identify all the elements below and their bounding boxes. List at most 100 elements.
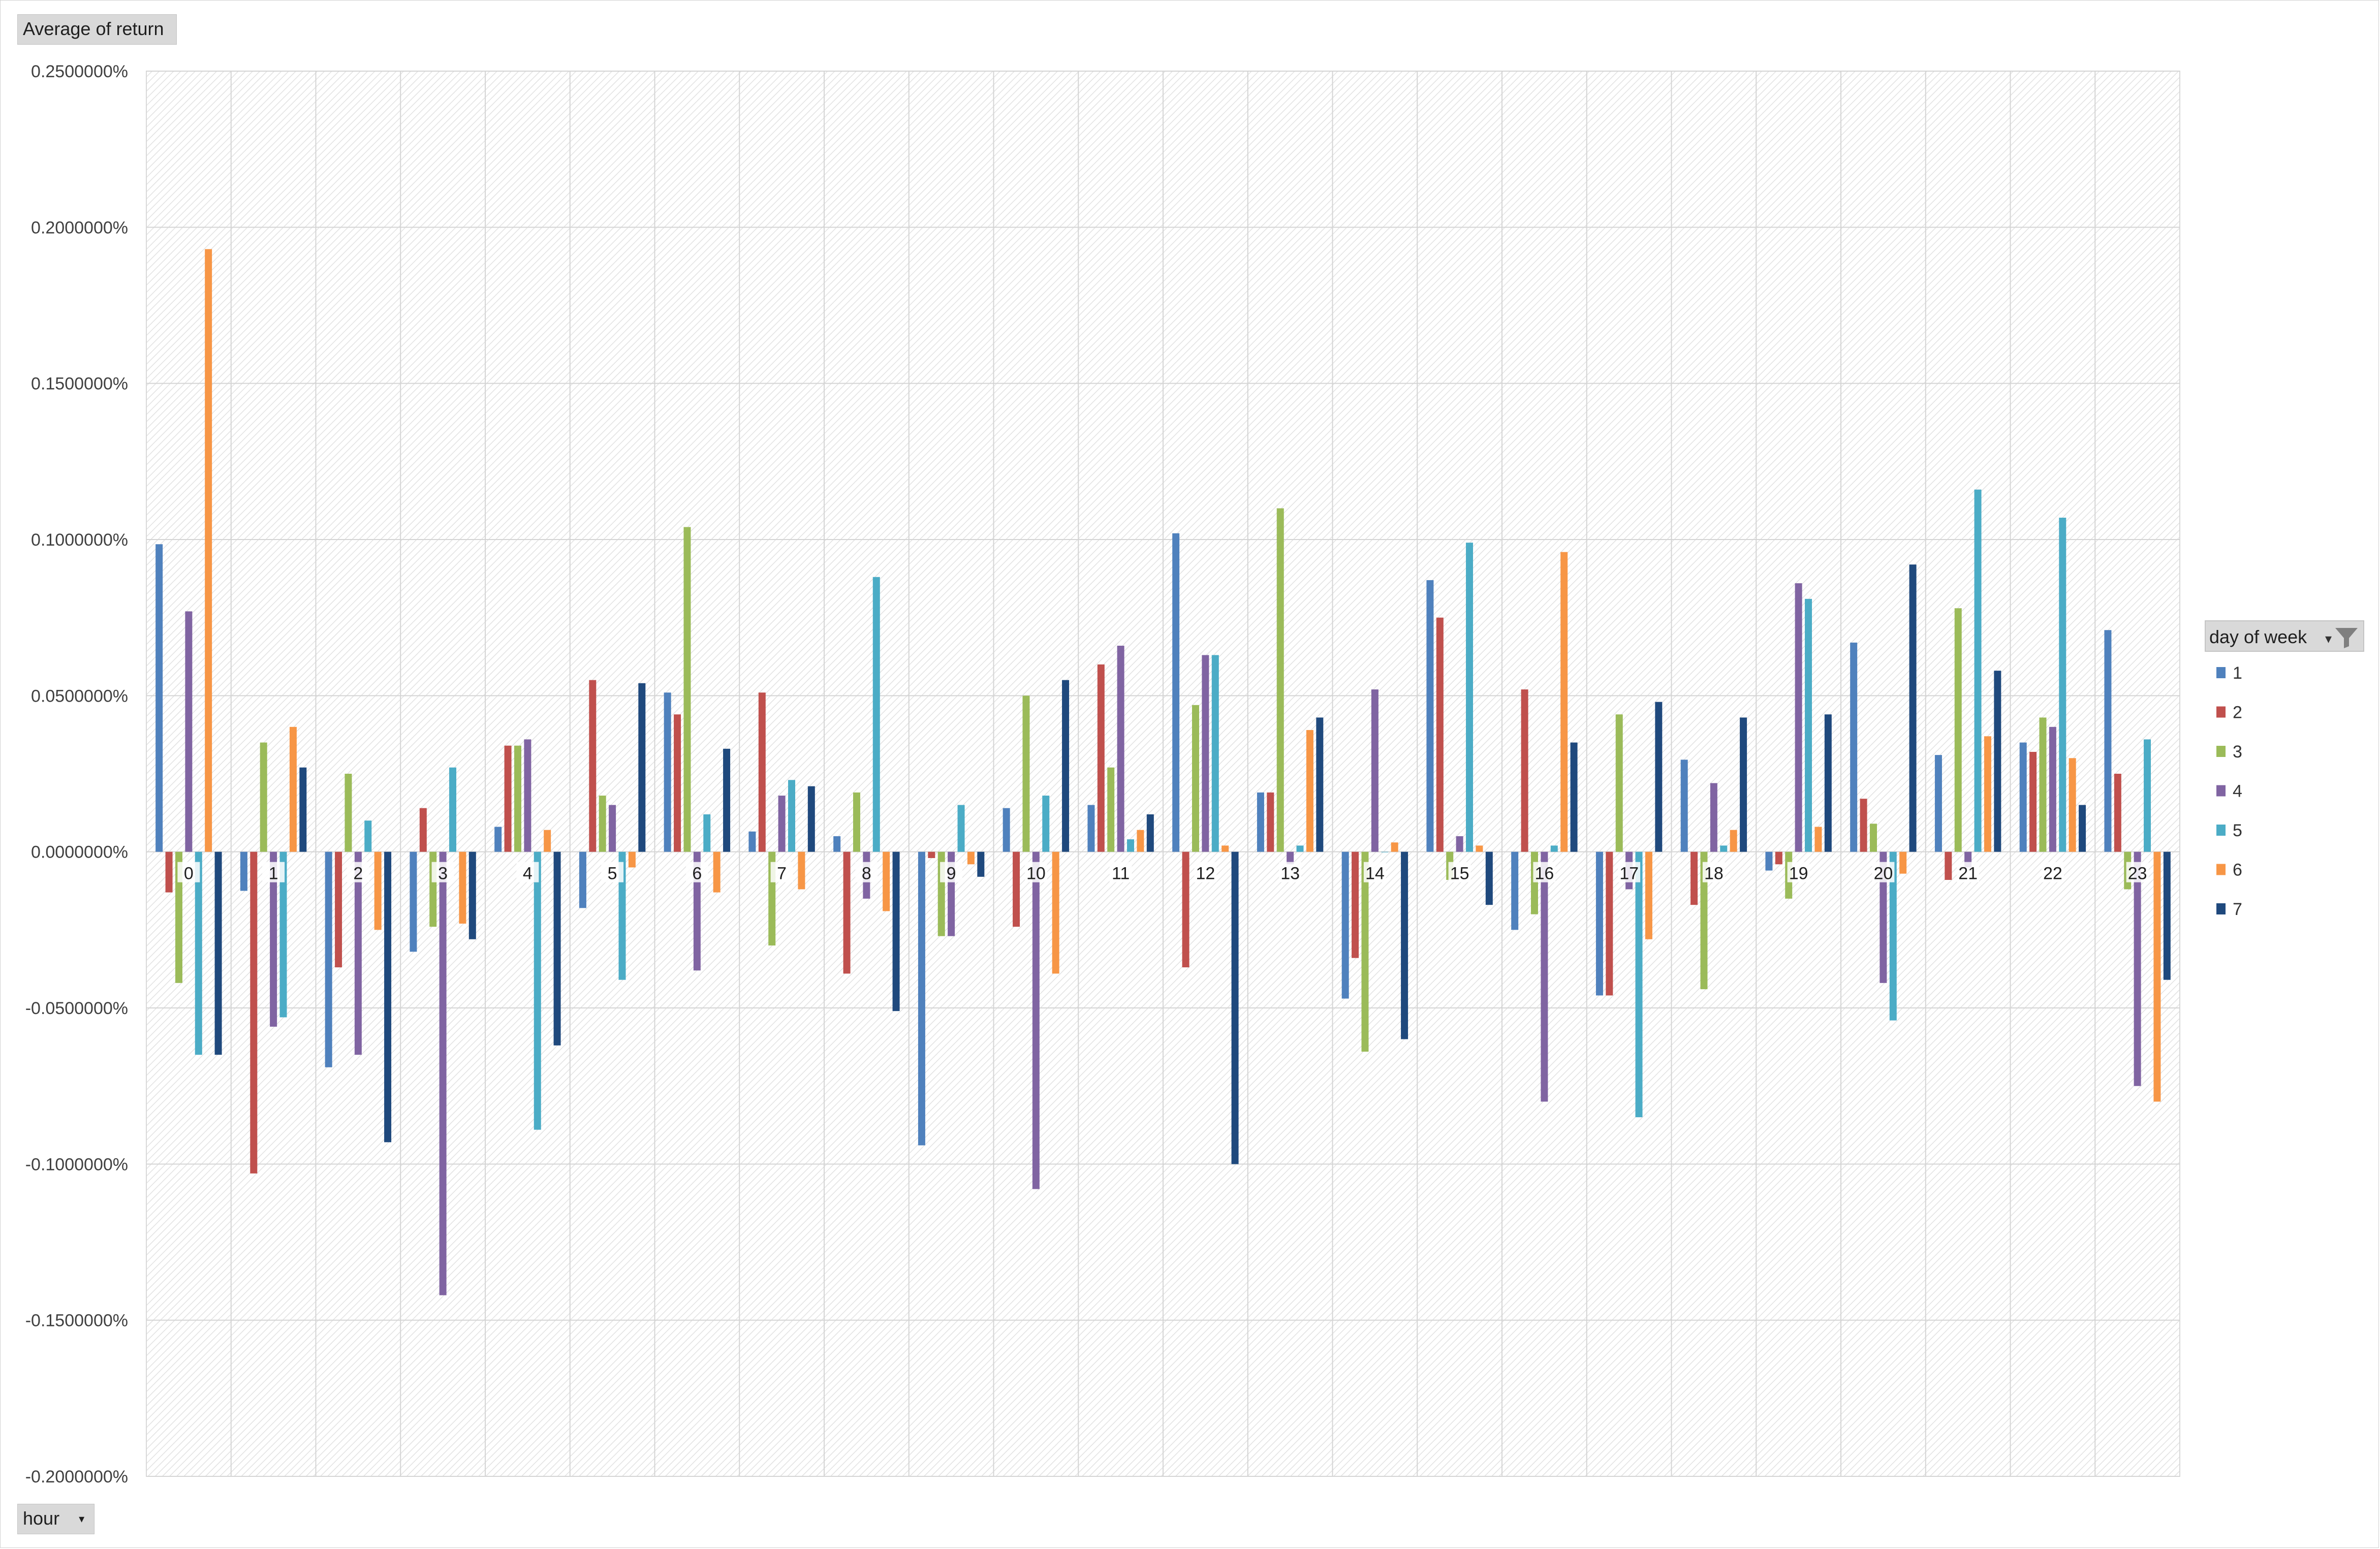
legend-field-label: day of week	[2209, 626, 2307, 647]
bar-day-5-hour-9	[957, 805, 965, 852]
bar-day-2-hour-23	[2114, 774, 2121, 852]
bar-day-7-hour-1	[299, 767, 307, 852]
bar-day-2-hour-14	[1352, 851, 1359, 958]
bar-day-3-hour-18	[1700, 851, 1708, 990]
bar-day-3-hour-20	[1869, 824, 1877, 852]
bar-day-6-hour-6	[713, 851, 721, 893]
bar-day-5-hour-11	[1127, 839, 1135, 852]
x-tick-label-bg	[1872, 862, 1895, 882]
legend-swatch-4	[2216, 785, 2226, 797]
x-tick-label-bg	[516, 862, 539, 882]
bar-day-4-hour-7	[778, 796, 786, 852]
x-tick-label: 21	[1958, 864, 1978, 883]
bar-day-2-hour-13	[1267, 792, 1274, 852]
bar-day-6-hour-10	[1052, 851, 1059, 974]
legend-swatch-6	[2216, 864, 2226, 875]
axis-field-button[interactable]: hour ▾	[17, 1504, 95, 1534]
bar-day-5-hour-17	[1635, 851, 1643, 1118]
bar-day-5-hour-12	[1211, 655, 1219, 852]
x-tick-label: 1	[269, 864, 278, 883]
bar-day-6-hour-13	[1306, 730, 1313, 852]
bar-day-6-hour-2	[374, 851, 382, 930]
bar-day-1-hour-13	[1257, 792, 1264, 852]
bar-day-3-hour-21	[1954, 608, 1962, 852]
bar-day-1-hour-0	[155, 544, 163, 852]
x-tick-label: 5	[608, 864, 617, 883]
x-tick-label-bg	[940, 862, 963, 882]
x-tick-label: 12	[1196, 864, 1215, 883]
bar-day-6-hour-11	[1137, 830, 1144, 852]
x-tick-label: 10	[1026, 864, 1046, 883]
legend-field-button[interactable]	[2205, 620, 2364, 652]
bar-day-5-hour-3	[449, 767, 457, 852]
bar-day-6-hour-9	[967, 851, 975, 865]
bar-day-5-hour-15	[1466, 543, 1474, 852]
bar-day-6-hour-18	[1730, 830, 1737, 852]
bar-day-2-hour-11	[1097, 664, 1105, 852]
bar-day-3-hour-0	[175, 851, 182, 983]
bar-day-2-hour-12	[1182, 851, 1189, 968]
x-tick-label: 2	[353, 864, 363, 883]
y-tick-label: 0.1500000%	[31, 374, 128, 394]
bar-day-1-hour-10	[1003, 808, 1010, 852]
x-tick-label: 7	[777, 864, 787, 883]
bar-day-1-hour-12	[1172, 533, 1180, 852]
bar-day-1-hour-18	[1680, 760, 1688, 852]
bar-day-5-hour-4	[534, 851, 541, 1130]
bar-day-5-hour-22	[2059, 517, 2066, 852]
bar-day-4-hour-20	[1880, 851, 1887, 983]
x-tick-label-bg	[601, 862, 624, 882]
legend-item-1: 1	[2233, 663, 2242, 683]
bar-day-7-hour-3	[468, 851, 476, 939]
x-tick-label-bg	[1024, 862, 1047, 882]
x-tick-label-bg	[1618, 862, 1641, 882]
bar-day-6-hour-20	[1899, 851, 1907, 874]
filter-icon[interactable]	[2335, 628, 2358, 648]
bar-day-2-hour-21	[1945, 851, 1952, 880]
x-tick-label: 9	[947, 864, 956, 883]
bar-day-2-hour-22	[2029, 751, 2037, 852]
bar-day-7-hour-16	[1570, 742, 1578, 852]
bar-day-4-hour-23	[2134, 851, 2141, 1086]
bar-day-6-hour-7	[798, 851, 805, 890]
bar-day-7-hour-6	[723, 748, 731, 852]
bar-day-5-hour-21	[1974, 489, 1982, 852]
x-tick-label-bg	[2041, 862, 2064, 882]
bar-day-2-hour-0	[165, 851, 173, 893]
bar-day-4-hour-18	[1710, 783, 1717, 852]
bar-day-2-hour-5	[589, 680, 597, 852]
bar-day-1-hour-16	[1511, 851, 1519, 930]
x-tick-label-bg	[1363, 862, 1386, 882]
bar-day-4-hour-0	[185, 611, 193, 852]
bar-day-4-hour-4	[524, 739, 531, 852]
x-tick-label: 0	[184, 864, 194, 883]
bar-day-1-hour-11	[1087, 805, 1095, 852]
x-tick-label-bg	[1448, 862, 1471, 882]
bar-day-4-hour-16	[1541, 851, 1548, 1102]
y-tick-label: -0.2000000%	[25, 1467, 128, 1487]
bar-day-6-hour-1	[289, 726, 297, 852]
bar-day-4-hour-10	[1032, 851, 1040, 1189]
legend-swatch-1	[2216, 667, 2226, 678]
bar-day-3-hour-1	[260, 742, 267, 852]
bar-day-1-hour-9	[918, 851, 925, 1146]
x-tick-label-bg	[1957, 862, 1980, 882]
bar-day-3-hour-22	[2039, 717, 2047, 852]
x-tick-label: 14	[1365, 864, 1385, 883]
x-tick-label: 23	[2128, 864, 2147, 883]
legend: day of week ▾ 1 2 3 4 5 6 7	[2205, 620, 2364, 919]
bar-day-7-hour-11	[1146, 814, 1154, 852]
x-tick-label: 17	[1619, 864, 1639, 883]
bar-day-7-hour-10	[1062, 680, 1070, 852]
bar-day-2-hour-6	[674, 714, 681, 852]
values-field-button[interactable]: Average of return	[17, 14, 177, 45]
bar-day-3-hour-8	[853, 792, 860, 852]
legend-dropdown-glyph: ▾	[2325, 631, 2332, 647]
bar-day-7-hour-12	[1231, 851, 1239, 1164]
x-tick-label-bg	[177, 862, 200, 882]
x-tick-labels: 0 1 2 3 4 5 6 7 8 9 10 11 12 13 14 15 16 17 18 19 20 21 22 23	[177, 862, 2149, 883]
bar-day-7-hour-21	[1994, 671, 2001, 852]
bar-day-5-hour-19	[1805, 598, 1812, 852]
x-tick-label-bg	[855, 862, 878, 882]
bar-day-4-hour-1	[270, 851, 277, 1027]
